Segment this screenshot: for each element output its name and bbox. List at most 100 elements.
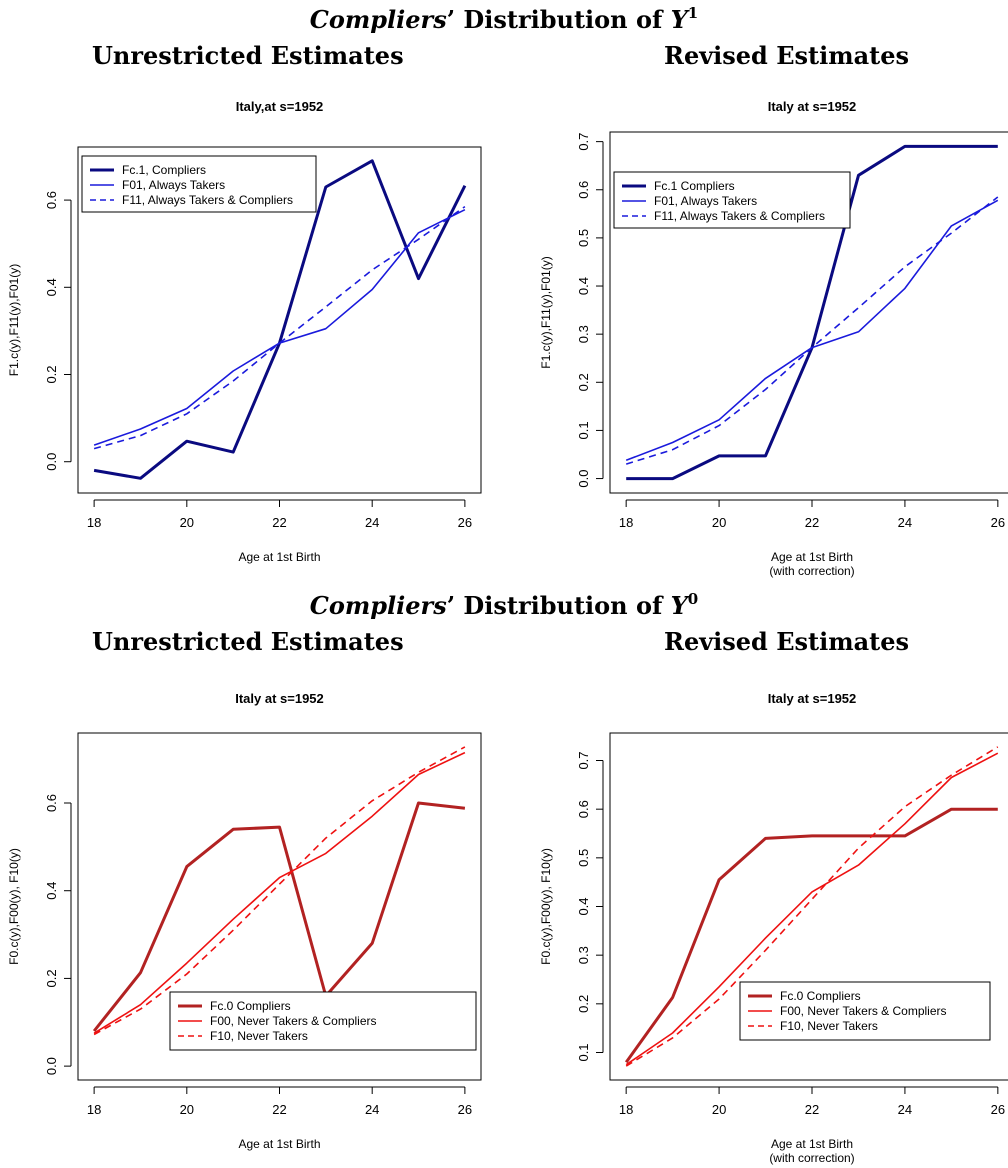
- y-tick-label: 0.2: [44, 969, 59, 987]
- series-line-3: [93, 746, 466, 1036]
- legend-label: Fc.0 Compliers: [780, 989, 861, 1003]
- y-tick-label: 0.6: [44, 191, 59, 209]
- y-axis-label: F1.c(y),F11(y),F01(y): [539, 256, 553, 368]
- series-line-3: [625, 746, 999, 1067]
- chart-title: Italy at s=1952: [235, 691, 324, 706]
- heading-y1-var: Y: [671, 5, 691, 34]
- y-tick-label: 0.2: [576, 373, 591, 391]
- heading-y1-italic: Compliers: [310, 5, 447, 34]
- x-tick-label: 20: [712, 515, 726, 530]
- y-tick-label: 0.6: [576, 181, 591, 199]
- chart-panels: Italy,at s=1952 18 20 22 24 26 0.0 0.2 0.4 0.6 Age…: [7, 99, 1008, 1165]
- series-line-1: [92, 801, 466, 1032]
- legend-box: [169, 991, 477, 1051]
- x-tick-label: 18: [619, 1102, 633, 1117]
- legend-label: F11, Always Takers & Compliers: [122, 193, 293, 207]
- x-axis-label: Age at 1st Birth: [771, 1137, 853, 1151]
- legend-label: F10, Never Takers: [210, 1029, 308, 1043]
- plot-frame: [609, 131, 1008, 494]
- x-tick-label: 20: [180, 515, 194, 530]
- y-tick-label: 0.5: [576, 849, 591, 867]
- series-line-2: [625, 199, 999, 462]
- legend-label: F00, Never Takers & Compliers: [210, 1014, 377, 1028]
- legend-label: F01, Always Takers: [654, 194, 757, 208]
- heading-y1-sup: 1: [688, 4, 698, 22]
- y-tick-label: 0.1: [576, 421, 591, 439]
- heading-y0-sup: 0: [688, 590, 698, 608]
- y-tick-label: 0.2: [44, 365, 59, 383]
- legend-label: Fc.1, Compliers: [122, 163, 206, 177]
- heading-y0-rest: ’ Distribution of: [447, 591, 671, 620]
- y-tick-label: 0.3: [576, 946, 591, 964]
- heading-revised-top: Revised Estimates: [664, 41, 909, 70]
- chart-title: Italy at s=1952: [768, 99, 857, 114]
- x-axis-sublabel: (with correction): [769, 564, 854, 578]
- series-line-2: [93, 751, 466, 1034]
- heading-y1-rest: ’ Distribution of: [447, 5, 671, 34]
- y-tick-label: 0.6: [44, 794, 59, 812]
- legend-label: Fc.1 Compliers: [654, 179, 735, 193]
- heading-y0-var: Y: [671, 591, 691, 620]
- series-line-3: [93, 205, 466, 450]
- legend-label: F01, Always Takers: [122, 178, 225, 192]
- y-tick-label: 0.6: [576, 800, 591, 818]
- x-tick-label: 26: [458, 515, 472, 530]
- chart-panel-3: Italy at s=1952 18 20 22 24 26 0.0 0.2 0.4 0.6 Age…: [7, 691, 482, 1151]
- x-tick-label: 22: [272, 1102, 286, 1117]
- plot-frame: [77, 146, 482, 494]
- legend-box: [613, 171, 851, 229]
- legend-label: F11, Always Takers & Compliers: [654, 209, 825, 223]
- x-tick-label: 18: [87, 1102, 101, 1117]
- heading-unrestricted-top: Unrestricted Estimates: [92, 41, 404, 70]
- x-tick-label: 26: [991, 1102, 1005, 1117]
- x-tick-label: 26: [991, 515, 1005, 530]
- legend-box: [739, 981, 991, 1041]
- x-tick-label: 24: [898, 515, 912, 530]
- heading-y0-italic: Compliers: [310, 591, 447, 620]
- y-tick-label: 0.7: [576, 751, 591, 769]
- y-tick-label: 0.7: [576, 133, 591, 151]
- x-axis-label: Age at 1st Birth: [238, 1137, 320, 1151]
- legend-label: F10, Never Takers: [780, 1019, 878, 1033]
- heading-y0: Compliers’ Distribution of Y0: [310, 590, 698, 620]
- x-axis-sublabel: (with correction): [769, 1151, 854, 1165]
- x-axis-label: Age at 1st Birth: [238, 550, 320, 564]
- y-tick-label: 0.4: [44, 278, 59, 296]
- y-tick-label: 0.4: [576, 277, 591, 295]
- y-tick-label: 0.0: [44, 453, 59, 471]
- chart-panel-1: Italy,at s=1952 18 20 22 24 26 0.0 0.2 0.4 0.6 Age…: [7, 99, 482, 564]
- legend-label: Fc.0 Compliers: [210, 999, 291, 1013]
- legend-box: [81, 155, 317, 213]
- x-tick-label: 24: [365, 515, 379, 530]
- series-line-2: [625, 752, 999, 1066]
- x-axis-label: Age at 1st Birth: [771, 550, 853, 564]
- chart-title: Italy at s=1952: [768, 691, 857, 706]
- y-tick-label: 0.4: [44, 882, 59, 900]
- x-tick-label: 18: [619, 515, 633, 530]
- y-tick-label: 0.3: [576, 325, 591, 343]
- x-tick-label: 20: [712, 1102, 726, 1117]
- y-tick-label: 0.4: [576, 897, 591, 915]
- y-tick-label: 0.5: [576, 229, 591, 247]
- plot-frame: [77, 732, 482, 1081]
- series-line-3: [625, 196, 999, 465]
- y-tick-label: 0.1: [576, 1043, 591, 1061]
- heading-revised-bottom: Revised Estimates: [664, 627, 909, 656]
- y-tick-label: 0.0: [44, 1057, 59, 1075]
- y-axis-label: F1.c(y),F11(y),F01(y): [7, 264, 21, 376]
- y-axis-label: F0.c(y),F00(y), F10(y): [539, 848, 553, 965]
- x-tick-label: 22: [805, 515, 819, 530]
- chart-panel-4: Italy at s=1952 18 20 22 24 26 0.1 0.2 0.3 0.4 0.5…: [539, 691, 1008, 1165]
- legend-label: F00, Never Takers & Compliers: [780, 1004, 947, 1018]
- x-tick-label: 22: [272, 515, 286, 530]
- x-tick-label: 24: [365, 1102, 379, 1117]
- plot-frame: [609, 732, 1008, 1081]
- series-line-1: [624, 807, 998, 1064]
- heading-unrestricted-bottom: Unrestricted Estimates: [92, 627, 404, 656]
- heading-y1: Compliers’ Distribution of Y1: [310, 4, 698, 34]
